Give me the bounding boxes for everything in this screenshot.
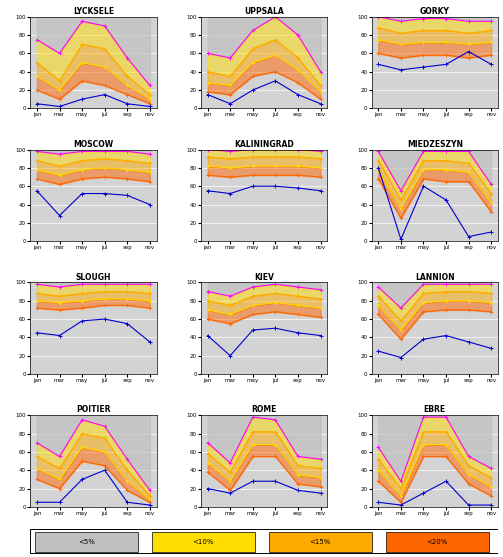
Text: <10%: <10% [193, 539, 214, 545]
Title: SLOUGH: SLOUGH [75, 272, 111, 282]
Text: <5%: <5% [78, 539, 95, 545]
Title: KIEV: KIEV [254, 272, 274, 282]
FancyBboxPatch shape [35, 531, 138, 551]
Title: LANNION: LANNION [415, 272, 455, 282]
FancyBboxPatch shape [269, 531, 372, 551]
Title: EBRE: EBRE [424, 405, 446, 414]
Title: ROME: ROME [252, 405, 277, 414]
FancyBboxPatch shape [152, 531, 255, 551]
Title: LYCKSELE: LYCKSELE [73, 7, 114, 16]
Title: KALININGRAD: KALININGRAD [234, 140, 294, 149]
Text: <15%: <15% [309, 539, 331, 545]
Title: MIEDZESZYN: MIEDZESZYN [407, 140, 463, 149]
Title: POITIER: POITIER [76, 405, 111, 414]
Title: MOSCOW: MOSCOW [73, 140, 114, 149]
Title: GORKY: GORKY [420, 7, 450, 16]
Text: <20%: <20% [427, 539, 448, 545]
Title: UPPSALA: UPPSALA [244, 7, 284, 16]
FancyBboxPatch shape [386, 531, 488, 551]
